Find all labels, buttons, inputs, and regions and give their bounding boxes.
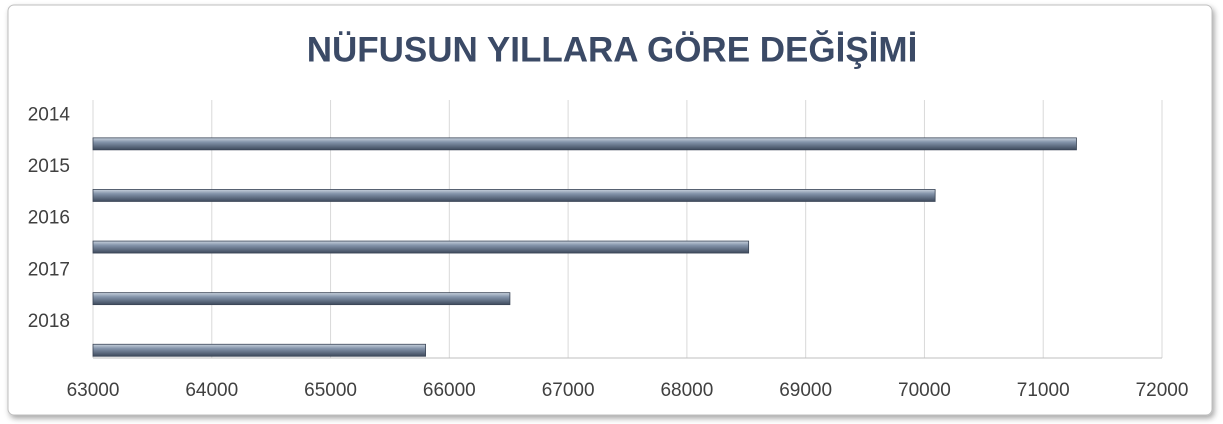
x-tick-label: 72000 [1136,380,1189,401]
chart-title: NÜFUSUN YILLARA GÖRE DEĞİŞİMİ [307,29,918,69]
y-tick-label: 2015 [28,156,70,177]
bar [92,189,936,202]
chart-frame [7,4,1213,416]
bar [92,292,511,306]
bar [92,240,750,254]
y-tick-label: 2017 [28,259,70,280]
x-tick-label: 68000 [660,380,713,401]
x-tick-label: 71000 [1017,380,1070,401]
bar [92,137,1077,151]
x-tick-label: 63000 [67,380,120,401]
y-tick-label: 2016 [28,208,70,229]
x-tick-label: 64000 [185,380,238,401]
bar [92,343,426,357]
x-tick-label: 67000 [542,380,595,401]
x-tick-label: 65000 [304,380,357,401]
y-tick-label: 2014 [28,104,71,125]
x-tick-label: 69000 [779,380,832,401]
x-tick-label: 70000 [898,380,951,401]
y-tick-label: 2018 [28,311,70,332]
x-tick-label: 66000 [423,380,476,401]
